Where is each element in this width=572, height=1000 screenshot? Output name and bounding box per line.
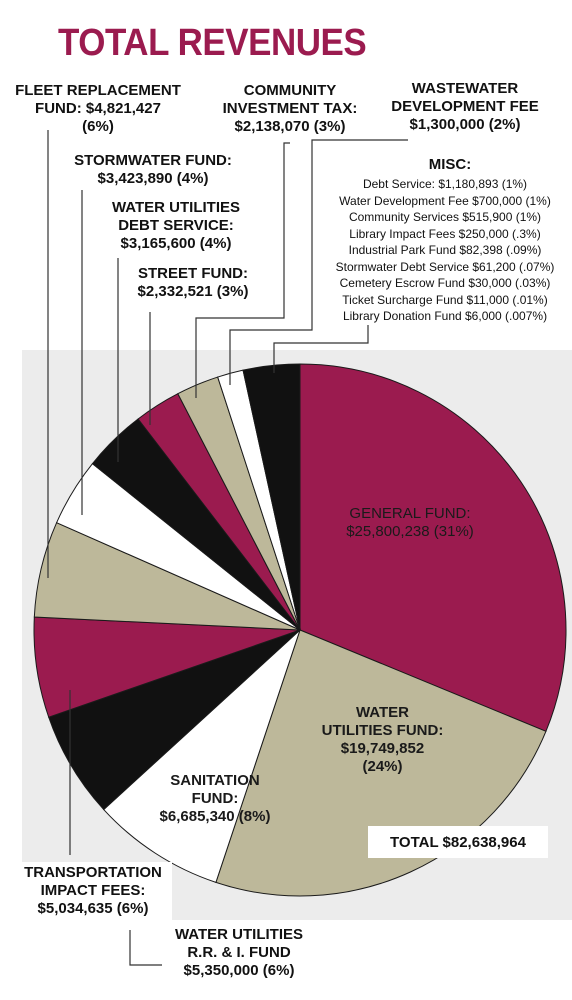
label-sanitation: SANITATION FUND: $6,685,340 (8%)	[159, 772, 271, 825]
misc-item: Library Impact Fees $250,000 (.3%)	[349, 226, 541, 241]
pie-slice-2	[103, 628, 302, 883]
label-community-investment: COMMUNITY INVESTMENT TAX: $2,138,070 (3%…	[222, 82, 358, 135]
label-misc-title: MISC:	[428, 156, 472, 173]
misc-list: Debt Service: $1,180,893 (1%) Water Deve…	[318, 176, 572, 325]
pie-slice-11	[242, 363, 301, 631]
misc-item: Stormwater Debt Service $61,200 (.07%)	[335, 259, 555, 274]
misc-item: Debt Service: $1,180,893 (1%)	[362, 177, 528, 191]
label-transportation: TRANSPORTATION IMPACT FEES: $5,034,635 (…	[14, 862, 172, 920]
pie-slice-0	[299, 363, 567, 732]
label-water-utilities-debt: WATER UTILITIES DEBT SERVICE: $3,165,600…	[111, 199, 241, 252]
label-water-utilities-fund: WATER UTILITIES FUND: $19,749,852 (24%)	[321, 704, 444, 775]
misc-item: Library Donation Fund $6,000 (.007%)	[342, 309, 548, 323]
label-fleet-replacement: FLEET REPLACEMENT FUND: $4,821,427 (6%)	[15, 82, 181, 135]
misc-item: Water Development Fee $700,000 (1%)	[339, 193, 551, 208]
leader-community	[195, 142, 290, 398]
label-general-fund: GENERAL FUND: $25,800,238 (31%)	[346, 505, 474, 540]
misc-item: Cemetery Escrow Fund $30,000 (.03%)	[339, 276, 551, 290]
leader-misc	[273, 325, 369, 373]
label-street-fund: STREET FUND: $2,332,521 (3%)	[137, 265, 249, 300]
leader-wastewater	[229, 139, 408, 385]
misc-item: Industrial Park Fund $82,398 (.09%)	[348, 243, 542, 257]
label-stormwater: STORMWATER FUND: $3,423,890 (4%)	[74, 152, 232, 187]
total-label: TOTAL $82,638,964	[368, 826, 548, 858]
label-rri-fund: WATER UTILITIES R.R. & I. FUND $5,350,00…	[174, 926, 304, 979]
misc-item: Ticket Surcharge Fund $11,000 (.01%)	[342, 292, 548, 307]
leader-rri	[129, 930, 162, 966]
misc-item: Community Services $515,900 (1%)	[348, 210, 542, 224]
label-wastewater: WASTEWATER DEVELOPMENT FEE $1,300,000 (2…	[391, 80, 539, 133]
page-title: TOTAL REVENUES	[58, 22, 367, 64]
